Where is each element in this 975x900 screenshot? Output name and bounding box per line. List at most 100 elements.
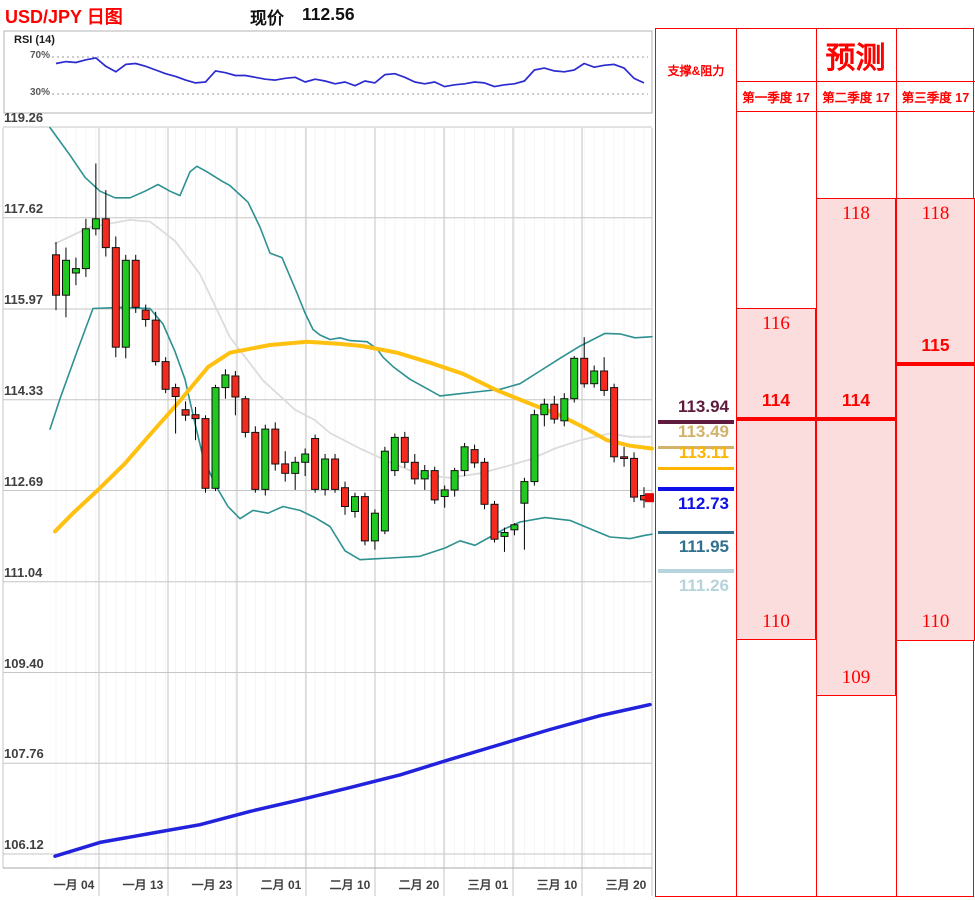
candle <box>360 496 369 542</box>
forecast-high-label: 118 <box>921 203 950 224</box>
candle <box>141 309 150 321</box>
rsi-70-tick-label: 70% <box>29 50 50 61</box>
chart-title: USD/JPY 日图 <box>5 7 123 27</box>
candle <box>400 436 409 463</box>
y-axis-label: 111.04 <box>4 565 43 580</box>
forecast-low-label: 110 <box>762 611 790 632</box>
x-axis-label: 二月 10 <box>329 878 371 892</box>
candle <box>151 319 160 363</box>
y-axis-label: 106.12 <box>4 837 44 852</box>
forecast-header: 预测 <box>825 42 886 75</box>
sr-level-line <box>658 420 734 424</box>
candle <box>241 398 250 433</box>
y-axis-label: 114.33 <box>4 383 44 398</box>
candle <box>181 409 190 416</box>
candle <box>91 218 100 230</box>
candle <box>590 370 599 385</box>
ma-yellow-line <box>53 339 654 534</box>
current-price-marker <box>645 493 654 503</box>
y-axis-label: 109.40 <box>4 656 44 671</box>
tab-quarter-2: 第二季度 17 <box>822 90 890 105</box>
current-price-label: 现价 <box>250 9 284 28</box>
x-axis-label: 三月 01 <box>467 878 509 892</box>
candle <box>630 457 638 498</box>
y-axis-label: 117.62 <box>4 201 44 216</box>
forecast-mean-line <box>736 417 816 421</box>
panel-divider <box>736 81 975 82</box>
candle <box>201 418 210 489</box>
candle <box>251 431 260 490</box>
candle <box>540 403 549 416</box>
candle <box>121 259 130 348</box>
forecast-mean-line <box>816 417 896 421</box>
candle <box>81 228 90 270</box>
panel-divider <box>736 111 975 112</box>
candle <box>161 361 170 390</box>
forecast-mean-line <box>896 362 975 366</box>
candle <box>351 496 359 513</box>
sr-level-label: 111.26 <box>678 576 729 595</box>
sr-level-label: 113.94 <box>677 397 729 416</box>
candle <box>410 461 419 480</box>
candle <box>211 387 220 489</box>
forecast-low-label: 109 <box>841 667 871 688</box>
forecast-range-box <box>736 308 816 640</box>
candle <box>470 449 479 464</box>
candle <box>620 456 629 459</box>
x-axis-label: 三月 10 <box>536 878 578 892</box>
candle <box>271 428 280 465</box>
title-bar: USD/JPY 日图 现价 112.56 <box>0 0 655 28</box>
candle <box>480 461 489 505</box>
candle <box>440 489 449 497</box>
candle <box>530 414 539 483</box>
forecast-mean-label: 114 <box>841 390 871 410</box>
x-axis-label: 一月 13 <box>122 878 164 892</box>
forecast-mean-label: 114 <box>761 390 791 410</box>
candle <box>520 481 529 504</box>
candle <box>460 446 469 472</box>
candle <box>610 387 619 458</box>
candle <box>131 259 140 308</box>
sr-level-line <box>658 446 734 449</box>
y-axis-label: 112.69 <box>4 474 44 489</box>
y-axis-label: 119.26 <box>4 110 44 125</box>
candle <box>500 532 509 537</box>
sr-level-label: 112.73 <box>677 494 729 513</box>
candle <box>71 268 80 274</box>
bollinger-upper-line <box>49 126 653 397</box>
sr-level-label: 113.49 <box>677 422 729 441</box>
candle <box>341 487 349 508</box>
forecast-panel: 支撑&阻力 预测 第一季度 17 第二季度 17 第三季度 17 116 110 1… <box>655 28 975 897</box>
x-axis-label: 二月 20 <box>398 878 440 892</box>
forecast-mean-label: 115 <box>921 335 950 355</box>
x-axis-label: 三月 20 <box>605 878 647 892</box>
candle <box>390 436 399 472</box>
sr-level-line <box>658 531 734 534</box>
forecast-low-label: 110 <box>921 611 950 632</box>
x-axis-label: 一月 23 <box>191 878 233 892</box>
candle <box>570 357 579 400</box>
ma-blue-line <box>53 702 652 858</box>
candle <box>580 357 589 385</box>
forecast-range-box <box>816 198 896 696</box>
bollinger-mid-line <box>54 219 653 479</box>
sr-level-line <box>658 487 734 491</box>
candle <box>101 218 110 249</box>
y-axis-label: 107.76 <box>4 746 44 761</box>
x-axis-label: 一月 04 <box>53 878 95 892</box>
candle <box>380 450 389 532</box>
rsi-30-tick-label: 30% <box>29 87 50 98</box>
candles <box>52 163 648 552</box>
x-axis-label: 二月 01 <box>260 878 302 892</box>
sr-level-label: 111.95 <box>678 537 729 556</box>
candle <box>311 438 320 490</box>
rsi-indicator-label: RSI (14) <box>14 34 55 46</box>
candle <box>550 403 559 420</box>
candle <box>111 247 120 348</box>
daily-grid <box>55 128 645 867</box>
candle <box>510 524 519 531</box>
candle <box>221 374 230 389</box>
forecast-high-label: 118 <box>842 203 870 224</box>
candle <box>281 463 290 474</box>
